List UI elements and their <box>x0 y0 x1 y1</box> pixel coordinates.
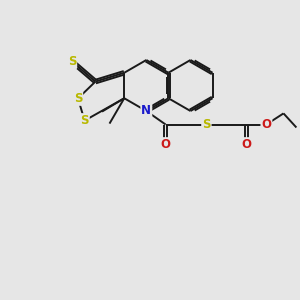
Text: O: O <box>160 138 171 151</box>
Text: S: S <box>74 92 82 105</box>
Text: S: S <box>80 114 89 127</box>
Text: O: O <box>242 138 252 151</box>
Text: O: O <box>261 118 272 131</box>
Text: N: N <box>141 104 151 118</box>
Text: S: S <box>202 118 211 131</box>
Text: S: S <box>68 55 76 68</box>
